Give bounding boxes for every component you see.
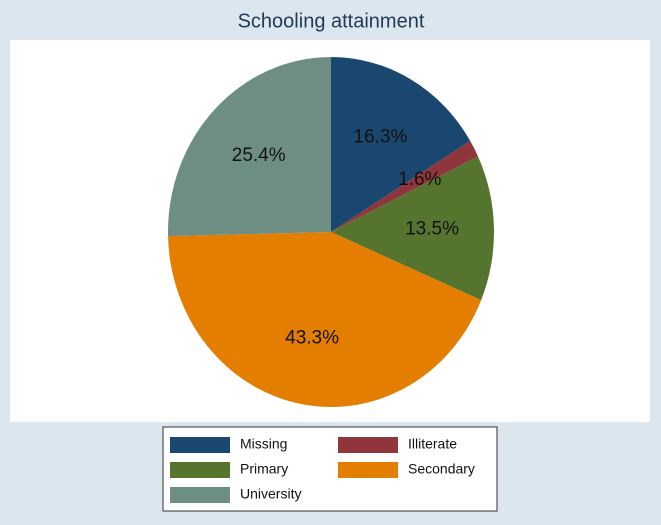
legend-swatch (170, 462, 230, 478)
data-label: 13.5% (405, 218, 459, 239)
legend-swatch (170, 437, 230, 453)
legend-swatch (338, 437, 398, 453)
pie-slice (331, 140, 478, 232)
legend-label: Missing (240, 436, 287, 452)
legend-label: University (240, 486, 301, 502)
pie-slice (168, 57, 331, 237)
data-label: 43.3% (285, 328, 339, 349)
chart-title: Schooling attainment (238, 10, 425, 32)
legend-label: Secondary (408, 461, 475, 477)
data-label: 16.3% (354, 126, 408, 147)
pie-slice (331, 156, 494, 301)
data-label: 1.6% (398, 169, 441, 190)
legend-swatch (338, 462, 398, 478)
pie-slice (331, 57, 471, 232)
pie-slice (168, 232, 482, 407)
legend-swatch (170, 487, 230, 503)
legend-label: Illiterate (408, 436, 457, 452)
data-label: 25.4% (232, 145, 286, 166)
legend-label: Primary (240, 461, 288, 477)
